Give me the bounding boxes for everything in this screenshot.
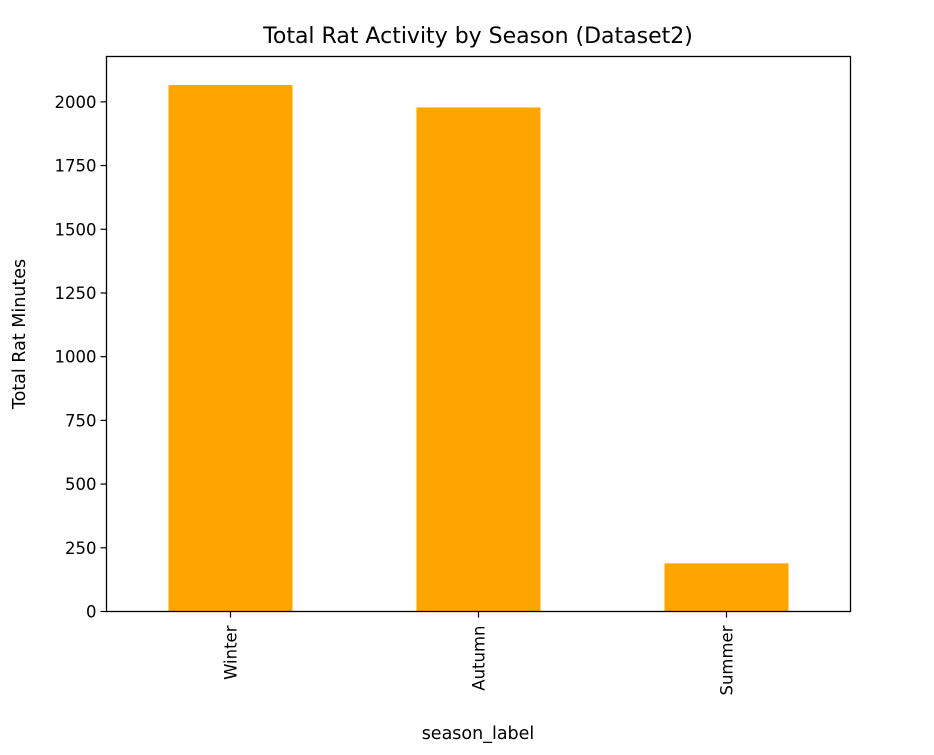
y-tick-label: 1250 — [55, 284, 97, 303]
y-tick-label: 1500 — [55, 220, 97, 239]
bar-summer — [664, 563, 789, 612]
bars — [168, 85, 789, 612]
chart-title: Total Rat Activity by Season (Dataset2) — [262, 24, 693, 49]
x-tick-label: Autumn — [470, 626, 489, 691]
y-tick-label: 0 — [86, 603, 97, 622]
bar-autumn — [416, 107, 541, 612]
x-axis-ticks: Winter Autumn Summer — [222, 611, 737, 696]
y-tick-label: 500 — [65, 475, 97, 494]
plot-frame — [105, 55, 852, 613]
y-tick-label: 750 — [65, 411, 97, 430]
bar-winter — [168, 85, 293, 612]
y-axis-label: Total Rat Minutes — [10, 259, 30, 410]
x-tick-label: Winter — [222, 625, 241, 680]
y-tick-label: 2000 — [55, 93, 97, 112]
y-tick-label: 1750 — [55, 157, 97, 176]
y-tick-label: 1000 — [55, 348, 97, 367]
x-tick-label: Summer — [718, 625, 737, 695]
y-tick-label: 250 — [65, 539, 97, 558]
x-axis-label: season_label — [422, 724, 535, 744]
y-axis-ticks: 0 250 500 750 1000 1250 1500 1750 2000 — [55, 93, 107, 622]
